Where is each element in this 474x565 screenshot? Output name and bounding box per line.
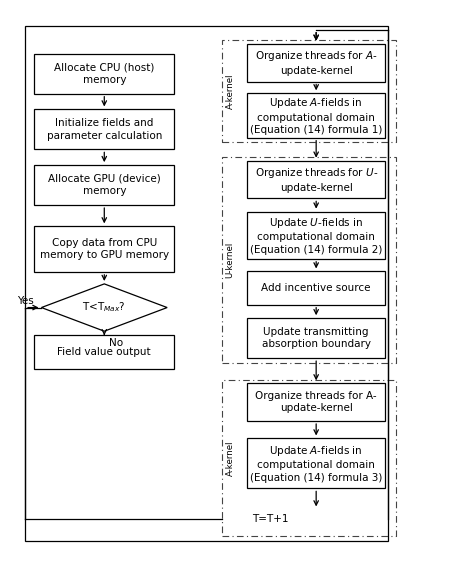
Bar: [247, 44, 385, 81]
Text: A-kernel: A-kernel: [226, 440, 235, 476]
Bar: [35, 336, 174, 369]
Text: Field value output: Field value output: [57, 347, 151, 357]
Text: Copy data from CPU
memory to GPU memory: Copy data from CPU memory to GPU memory: [40, 238, 169, 260]
Bar: [247, 438, 385, 489]
Text: Organize threads for $A$-
update-kernel: Organize threads for $A$- update-kernel: [255, 49, 378, 76]
Bar: [247, 160, 385, 198]
Text: T<T$_{Max}$?: T<T$_{Max}$?: [82, 301, 126, 315]
Text: No: No: [109, 338, 123, 349]
Text: Organize threads for $U$-
update-kernel: Organize threads for $U$- update-kernel: [255, 166, 378, 193]
Bar: [35, 226, 174, 272]
Bar: [247, 93, 385, 138]
Text: Yes: Yes: [17, 296, 34, 306]
Bar: [25, 27, 388, 541]
Text: Update $U$-fields in
computational domain
(Equation (14) formula 2): Update $U$-fields in computational domai…: [250, 216, 383, 255]
Bar: [222, 157, 396, 363]
Text: A-kernel: A-kernel: [226, 73, 235, 109]
Text: Add incentive source: Add incentive source: [262, 283, 371, 293]
Text: Update $A$-fields in
computational domain
(Equation (14) formula 1): Update $A$-fields in computational domai…: [250, 96, 383, 135]
Bar: [222, 380, 396, 536]
Text: Update transmitting
absorption boundary: Update transmitting absorption boundary: [262, 327, 371, 349]
Bar: [247, 318, 385, 358]
Bar: [35, 165, 174, 205]
Text: Initialize fields and
parameter calculation: Initialize fields and parameter calculat…: [46, 118, 162, 141]
Text: Allocate CPU (host)
memory: Allocate CPU (host) memory: [54, 63, 155, 85]
Text: Update $A$-fields in
computational domain
(Equation (14) formula 3): Update $A$-fields in computational domai…: [250, 444, 383, 483]
Bar: [35, 54, 174, 94]
Polygon shape: [41, 284, 167, 331]
Bar: [247, 271, 385, 305]
Text: Organize threads for A-
update-kernel: Organize threads for A- update-kernel: [255, 391, 377, 414]
Bar: [247, 383, 385, 421]
Bar: [35, 110, 174, 150]
Text: Allocate GPU (device)
memory: Allocate GPU (device) memory: [48, 174, 161, 196]
Bar: [247, 211, 385, 259]
Text: T=T+1: T=T+1: [252, 514, 289, 524]
Text: U-kernel: U-kernel: [226, 242, 235, 279]
Bar: [222, 40, 396, 142]
